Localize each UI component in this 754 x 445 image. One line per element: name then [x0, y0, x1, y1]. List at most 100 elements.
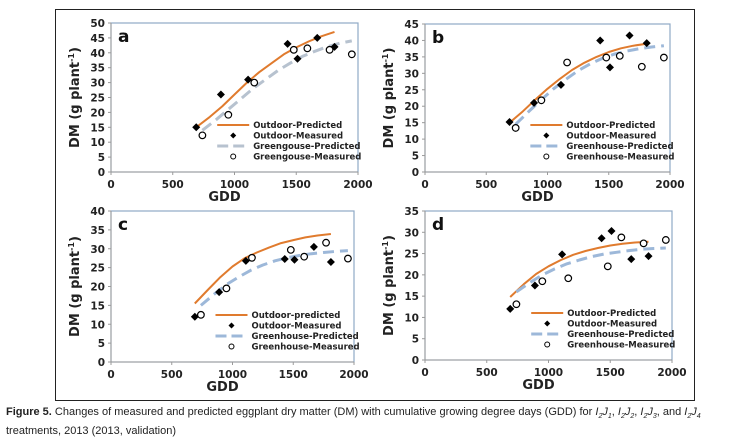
greenhouse-measured-point: [563, 58, 571, 67]
outdoor-measured-point: [597, 234, 606, 243]
outdoor-measured-point: [290, 255, 299, 264]
x-tick-label: 500: [476, 367, 498, 379]
panel-letter: d: [432, 215, 444, 235]
greenhouse-measured-point: [659, 53, 668, 62]
legend-item: Outdoor-Predicted: [217, 121, 342, 131]
outdoor-measured-point: [556, 80, 565, 89]
x-tick-label: 500: [475, 179, 497, 191]
legend-label: Greenhouse-Predicted: [566, 142, 673, 152]
x-tick-label: 1000: [533, 179, 562, 191]
legend-item: Outdoor-Measured: [228, 322, 341, 332]
y-tick-label: 15: [404, 118, 419, 130]
greenhouse-measured-point: [615, 52, 624, 60]
y-tick-label: 40: [90, 48, 105, 60]
y-tick-label: 25: [404, 85, 419, 97]
legend-item: Outdoor-Measured: [230, 132, 343, 142]
legend-circle-icon: [544, 341, 551, 348]
outdoor-measured-point: [309, 242, 318, 251]
outdoor-predicted-line: [194, 233, 332, 305]
y-tick-label: 5: [98, 152, 105, 164]
y-tick-label: 0: [98, 167, 105, 179]
outdoor-measured-point: [326, 257, 335, 266]
x-tick-label: 2000: [657, 367, 686, 379]
x-axis-label: GDD: [522, 378, 554, 393]
y-axis-label: DM (g plant-1): [67, 47, 83, 148]
greenhouse-measured-point: [289, 45, 298, 54]
greenhouse-predicted-line: [514, 44, 665, 126]
outdoor-measured-point: [283, 39, 292, 48]
y-tick-label: 20: [90, 282, 105, 294]
y-tick-label: 10: [90, 319, 105, 331]
y-tick-label: 25: [90, 263, 105, 275]
y-tick-label: 30: [404, 227, 419, 239]
outdoor-measured-point: [216, 90, 225, 99]
greenhouse-measured-point: [537, 96, 546, 105]
legend-item: Greengouse-Predicted: [217, 142, 360, 152]
x-tick-label: 500: [161, 369, 183, 381]
greenhouse-measured-point: [511, 124, 520, 132]
y-axis-label: DM (g plant-1): [381, 48, 397, 149]
y-tick-label: 30: [404, 68, 419, 80]
y-axis-label: DM (g plant-1): [381, 235, 397, 336]
treatment-1: I2J1: [595, 406, 612, 421]
legend-label: Outdoor-Measured: [566, 132, 656, 142]
greenhouse-predicted-line: [515, 246, 666, 294]
legend-label: Outdoor-predicted: [251, 311, 340, 321]
greenhouse-measured-point: [661, 236, 670, 244]
y-tick-label: 35: [90, 225, 105, 237]
legend: Outdoor-PredictedOutdoor-MeasuredGreengo…: [217, 121, 361, 163]
outdoor-measured-point: [605, 63, 614, 72]
greenhouse-measured-point: [300, 252, 309, 261]
legend-item: Outdoor-predicted: [215, 311, 340, 321]
legend-label: Greenhouse-Measured: [567, 341, 675, 351]
y-tick-label: 40: [404, 35, 419, 47]
legend-item: Outdoor-Measured: [544, 320, 657, 330]
outdoor-measured-point: [627, 255, 636, 264]
y-axis-label: DM (g plant-1): [67, 236, 83, 337]
x-tick-label: 1500: [596, 367, 625, 379]
legend: Outdoor-PredictedOutdoor-MeasuredGreenho…: [530, 121, 675, 163]
outdoor-measured-point: [293, 54, 302, 63]
greenhouse-measured-point: [325, 45, 334, 54]
legend-circle-icon: [543, 153, 550, 160]
x-tick-label: 1500: [279, 369, 308, 381]
caption-separator: , and: [656, 406, 685, 418]
x-tick-label: 1500: [282, 179, 311, 191]
y-tick-label: 30: [90, 78, 105, 90]
legend-label: Greengouse-Measured: [253, 153, 361, 163]
figure-caption: Figure 5. Changes of measured and predic…: [6, 405, 751, 439]
greenhouse-measured-point: [250, 78, 259, 87]
legend-item: Greenhouse-Measured: [228, 343, 360, 353]
legend-circle-icon: [228, 343, 235, 350]
legend-item: Greenhouse-Measured: [544, 341, 675, 351]
caption-text: Changes of measured and predicted eggpla…: [51, 406, 596, 418]
legend-label: Greengouse-Predicted: [253, 142, 360, 152]
greenhouse-measured-point: [286, 245, 295, 254]
x-tick-label: 2000: [343, 179, 372, 191]
y-tick-label: 0: [98, 357, 105, 369]
greenhouse-measured-point: [224, 110, 233, 119]
y-tick-label: 50: [90, 18, 105, 30]
treatment-4: I2J4: [684, 406, 701, 421]
panel-letter: b: [432, 28, 444, 48]
outdoor-measured-point: [625, 31, 634, 40]
greenhouse-measured-point: [602, 53, 611, 62]
x-tick-label: 0: [421, 367, 428, 379]
y-tick-label: 5: [412, 334, 419, 346]
y-tick-label: 20: [404, 101, 419, 113]
outdoor-measured-point: [530, 98, 539, 107]
greenhouse-predicted-line: [201, 39, 353, 132]
greenhouse-measured-point: [564, 274, 573, 283]
legend-item: Greenhouse-Measured: [543, 153, 675, 163]
y-tick-label: 40: [90, 206, 105, 218]
outdoor-measured-point: [505, 118, 514, 127]
x-tick-label: 2000: [655, 179, 684, 191]
legend-item: Greenhouse-Predicted: [530, 142, 674, 152]
x-axis-label: GDD: [521, 190, 553, 205]
legend-label: Outdoor-Predicted: [567, 309, 656, 319]
outdoor-measured-point: [280, 254, 289, 263]
x-axis-label: GDD: [208, 190, 240, 205]
greenhouse-measured-point: [538, 277, 547, 286]
